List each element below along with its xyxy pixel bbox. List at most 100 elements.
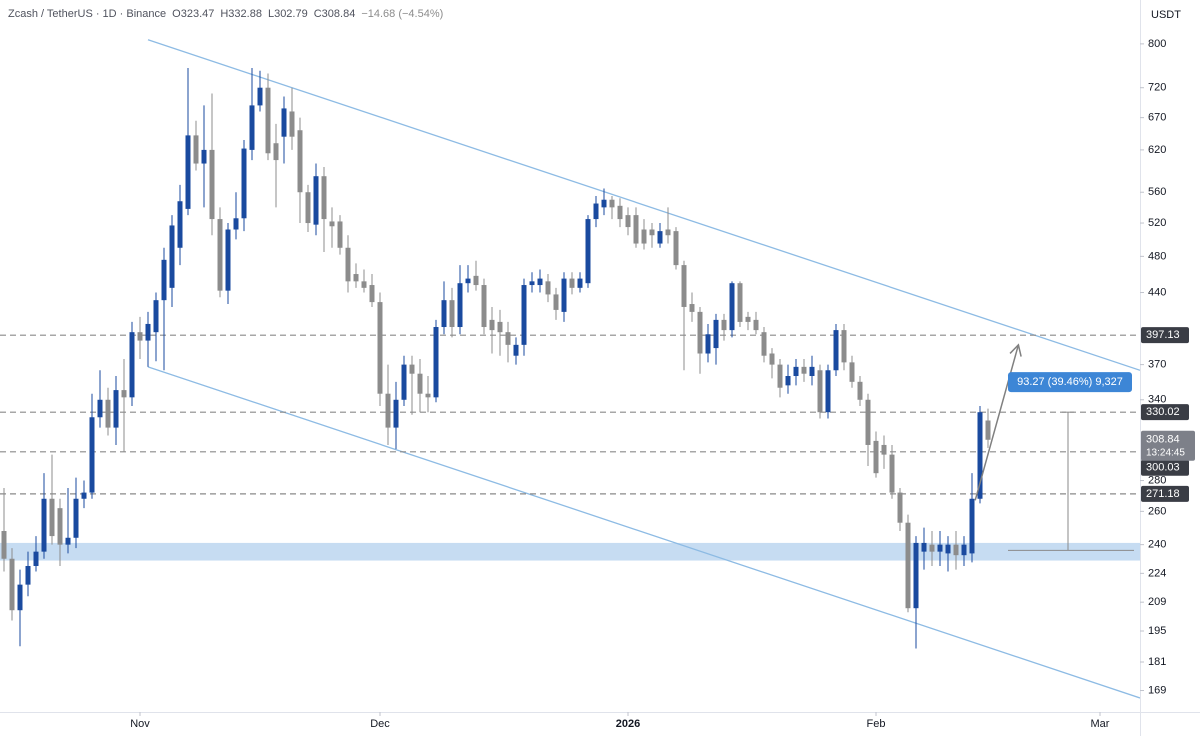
y-tick-label: 224: [1148, 567, 1166, 579]
y-tick-label: 195: [1148, 625, 1166, 637]
candle-body: [753, 319, 759, 331]
candle-body: [793, 366, 799, 377]
candle-body: [729, 283, 735, 331]
candle-body: [529, 281, 535, 286]
arrow-head: [1009, 343, 1022, 357]
countdown-label: 13:24:45: [1146, 447, 1185, 458]
x-tick-label: Dec: [370, 718, 390, 730]
axis-unit: USDT: [1151, 9, 1181, 21]
trendline: [147, 366, 1140, 699]
candle-body: [809, 366, 815, 377]
candle-body: [337, 221, 343, 248]
candle-body: [81, 492, 87, 499]
candle-body: [625, 215, 631, 228]
candle-body: [281, 108, 287, 137]
y-tick-label: 169: [1148, 684, 1166, 696]
candle-body: [137, 332, 143, 341]
candle-body: [97, 399, 103, 418]
candle-body: [313, 176, 319, 225]
candle-body: [393, 399, 399, 428]
candle-body: [889, 454, 895, 493]
candle-body: [865, 399, 871, 445]
candle-body: [721, 319, 727, 331]
candle-body: [641, 229, 647, 244]
candle-body: [385, 393, 391, 428]
x-tick-label: Nov: [130, 718, 150, 730]
candle-body: [273, 143, 279, 161]
candle-body: [489, 319, 495, 331]
candle-body: [353, 274, 359, 282]
candle-body: [321, 176, 327, 220]
y-tick-label: 280: [1148, 474, 1166, 486]
price-line-label: 397.13: [1146, 329, 1180, 341]
candle-body: [265, 87, 271, 154]
candle-body: [657, 231, 663, 244]
candle-body: [201, 149, 207, 164]
candle-body: [985, 420, 991, 440]
candle-body: [953, 544, 959, 556]
support-zone: [0, 542, 1140, 561]
arrow-line: [974, 344, 1020, 501]
candle-body: [505, 332, 511, 345]
candle-body: [801, 366, 807, 374]
candle-body: [833, 330, 839, 371]
price-line-label-box: [1141, 404, 1189, 421]
candle-body: [89, 417, 95, 493]
candle-body: [513, 344, 519, 356]
candle-body: [713, 319, 719, 349]
candle-body: [481, 285, 487, 328]
candle-body: [257, 87, 263, 106]
candle-body: [329, 221, 335, 227]
candle-body: [785, 376, 791, 386]
candle-body: [57, 508, 63, 545]
price-line-label: 300.03: [1146, 462, 1180, 474]
candle-body: [913, 542, 919, 609]
candle-body: [441, 300, 447, 328]
candle-body: [161, 259, 167, 301]
candle-body: [849, 362, 855, 382]
candle-body: [473, 275, 479, 286]
candle-body: [817, 370, 823, 413]
candle-body: [449, 300, 455, 328]
candle-body: [553, 294, 559, 310]
candle-body: [689, 304, 695, 312]
candle-body: [193, 135, 199, 164]
candle-body: [977, 412, 983, 499]
candle-body: [945, 544, 951, 554]
x-tick-label: Mar: [1091, 718, 1110, 730]
candle-body: [569, 278, 575, 288]
candle-body: [881, 444, 887, 455]
candle-body: [705, 334, 711, 354]
x-tick-label: Feb: [867, 718, 886, 730]
candle-body: [761, 332, 767, 356]
candle-body: [345, 247, 351, 282]
candle-body: [857, 381, 863, 400]
y-tick-label: 240: [1148, 539, 1166, 551]
candle-body: [225, 229, 231, 291]
ohlc-label: H332.88: [220, 8, 262, 20]
candle-body: [305, 192, 311, 224]
candle-body: [169, 225, 175, 288]
candle-body: [545, 281, 551, 295]
candle-body: [585, 219, 591, 284]
candle-body: [841, 330, 847, 363]
candle-body: [617, 205, 623, 220]
candle-body: [897, 492, 903, 523]
candle-body: [65, 537, 71, 545]
candle-body: [113, 390, 119, 428]
candle-body: [769, 353, 775, 365]
y-tick-label: 440: [1148, 286, 1166, 298]
candle-body: [105, 399, 111, 428]
candle-body: [121, 390, 127, 398]
candle-body: [697, 311, 703, 354]
candle-body: [9, 558, 15, 611]
candle-body: [665, 229, 671, 236]
candle-body: [145, 323, 151, 341]
candle-body: [497, 321, 503, 333]
candle-body: [33, 551, 39, 566]
candle-body: [417, 373, 423, 394]
candle-body: [457, 283, 463, 328]
candle-body: [25, 565, 31, 585]
y-tick-label: 560: [1148, 186, 1166, 198]
